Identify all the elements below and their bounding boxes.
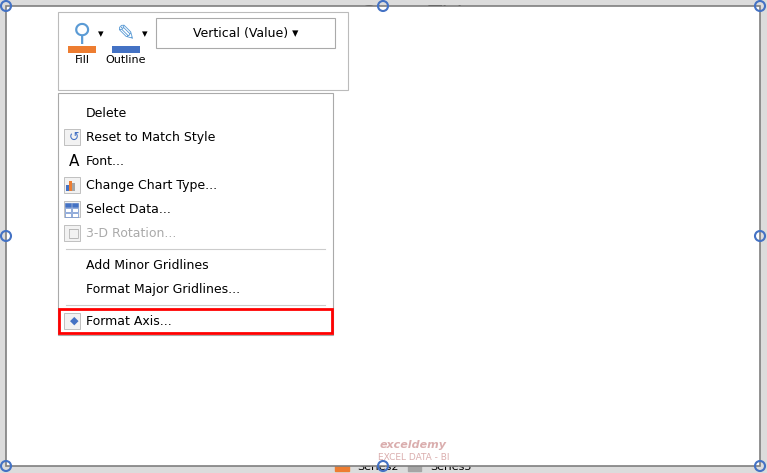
Bar [65, 208, 71, 212]
Text: 3-D Rotation...: 3-D Rotation... [86, 227, 176, 239]
Bar [486, 212, 518, 426]
FancyBboxPatch shape [64, 129, 80, 145]
Bar [72, 183, 74, 191]
Text: ↺: ↺ [69, 131, 79, 143]
Bar [72, 208, 78, 212]
Text: A: A [69, 154, 79, 168]
Bar [391, 195, 424, 426]
FancyBboxPatch shape [6, 6, 760, 466]
Text: Font...: Font... [86, 155, 125, 167]
Bar [72, 203, 78, 207]
Text: Outline: Outline [106, 55, 146, 65]
Bar [72, 213, 78, 217]
Text: Select Data...: Select Data... [86, 202, 171, 216]
Bar [358, 261, 391, 426]
FancyBboxPatch shape [64, 177, 80, 193]
Bar [679, 100, 713, 426]
Text: Format Axis...: Format Axis... [86, 315, 172, 327]
Bar [297, 250, 330, 426]
Bar [264, 229, 297, 426]
Bar [424, 185, 457, 426]
Text: ◆: ◆ [70, 316, 78, 326]
Bar [231, 278, 264, 426]
FancyBboxPatch shape [64, 201, 80, 217]
Legend: Series2, Series3: Series2, Series3 [331, 457, 476, 473]
FancyBboxPatch shape [58, 93, 333, 335]
Text: □: □ [68, 227, 80, 239]
Bar [68, 46, 96, 53]
Text: Add Minor Gridlines: Add Minor Gridlines [86, 259, 209, 272]
Text: exceldemy: exceldemy [380, 440, 447, 450]
Bar [112, 46, 140, 53]
Text: ▾: ▾ [98, 29, 104, 39]
Bar [66, 185, 68, 191]
Bar [170, 295, 202, 426]
Bar [551, 140, 584, 426]
FancyBboxPatch shape [64, 313, 80, 329]
Text: Delete: Delete [86, 106, 127, 120]
Text: Chart Title: Chart Title [360, 5, 476, 25]
Bar [104, 293, 137, 426]
Text: Format Major Gridlines...: Format Major Gridlines... [86, 282, 240, 296]
Text: EXCEL DATA - BI: EXCEL DATA - BI [378, 453, 449, 462]
Bar [65, 213, 71, 217]
Bar [69, 181, 71, 191]
Text: Reset to Match Style: Reset to Match Style [86, 131, 216, 143]
Bar [65, 203, 71, 207]
Bar [646, 112, 679, 426]
Text: Fill: Fill [74, 55, 90, 65]
FancyBboxPatch shape [58, 12, 348, 90]
Bar [137, 407, 170, 426]
Bar [613, 165, 646, 426]
Bar [518, 146, 551, 426]
FancyBboxPatch shape [156, 18, 335, 48]
Text: Vertical (Value) ▾: Vertical (Value) ▾ [193, 26, 298, 40]
Text: ⚲: ⚲ [73, 22, 91, 46]
FancyBboxPatch shape [64, 225, 80, 241]
Text: Change Chart Type...: Change Chart Type... [86, 178, 217, 192]
Text: ✎: ✎ [117, 24, 135, 44]
Text: ▾: ▾ [142, 29, 147, 39]
